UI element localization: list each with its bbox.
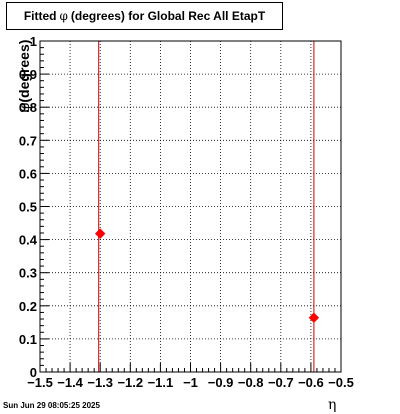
x-tick-label: −1.4 bbox=[57, 375, 83, 390]
x-tick-labels: −1.5 −1.4 −1.3 −1.2 −1.1 −1 −0.9 −0.8 −0.7 −0.6 −0… bbox=[27, 375, 354, 390]
y-tick-labels: 0 0.1 0.2 0.3 0.4 0.5 0.6 0.7 0.8 0.9 1 bbox=[19, 34, 38, 380]
x-tick-label: −0.8 bbox=[238, 375, 264, 390]
y-tick-label: 0 bbox=[30, 365, 37, 380]
chart-title: Fitted φ (degrees) for Global Rec All Et… bbox=[6, 2, 283, 30]
data-point bbox=[94, 228, 106, 239]
y-tick-label: 0.4 bbox=[19, 233, 38, 248]
x-tick-label: −1 bbox=[183, 375, 198, 390]
data-points bbox=[94, 228, 320, 323]
x-axis-label: η bbox=[328, 397, 337, 413]
y-axis-label-phi-symbol: φ bbox=[17, 102, 33, 113]
x-tick-label: −0.7 bbox=[268, 375, 294, 390]
y-axis-label: φ(degrees) bbox=[16, 36, 33, 116]
axis-ticks bbox=[39, 40, 342, 373]
x-tick-label: −1.5 bbox=[27, 375, 53, 390]
grid-lines bbox=[40, 41, 341, 372]
y-tick-label: 0.2 bbox=[19, 299, 37, 314]
x-tick-label: −1.2 bbox=[117, 375, 143, 390]
data-point bbox=[308, 312, 320, 323]
y-tick-label: 0.6 bbox=[19, 166, 37, 181]
timestamp-label: Sun Jun 29 08:05:25 2025 bbox=[3, 401, 100, 410]
y-axis-label-text: (degrees) bbox=[16, 39, 32, 103]
y-tick-label: 0.8 bbox=[19, 100, 37, 115]
chart-title-phi-symbol: φ bbox=[59, 9, 68, 23]
y-tick-label: 0.1 bbox=[19, 332, 37, 347]
x-tick-label: −0.5 bbox=[328, 375, 354, 390]
y-tick-label: 0.5 bbox=[19, 200, 37, 215]
x-tick-label: −0.6 bbox=[298, 375, 324, 390]
y-tick-label: 0.9 bbox=[19, 67, 37, 82]
chart-title-prefix: Fitted bbox=[23, 9, 57, 23]
x-tick-label: −1.3 bbox=[87, 375, 113, 390]
chart-title-suffix: (degrees) for Global Rec All EtapT bbox=[70, 9, 266, 23]
x-tick-label: −0.9 bbox=[208, 375, 234, 390]
y-tick-label: 1 bbox=[30, 34, 37, 49]
y-tick-label: 0.3 bbox=[19, 266, 37, 281]
y-tick-label: 0.7 bbox=[19, 133, 37, 148]
x-tick-label: −1.1 bbox=[148, 375, 174, 390]
